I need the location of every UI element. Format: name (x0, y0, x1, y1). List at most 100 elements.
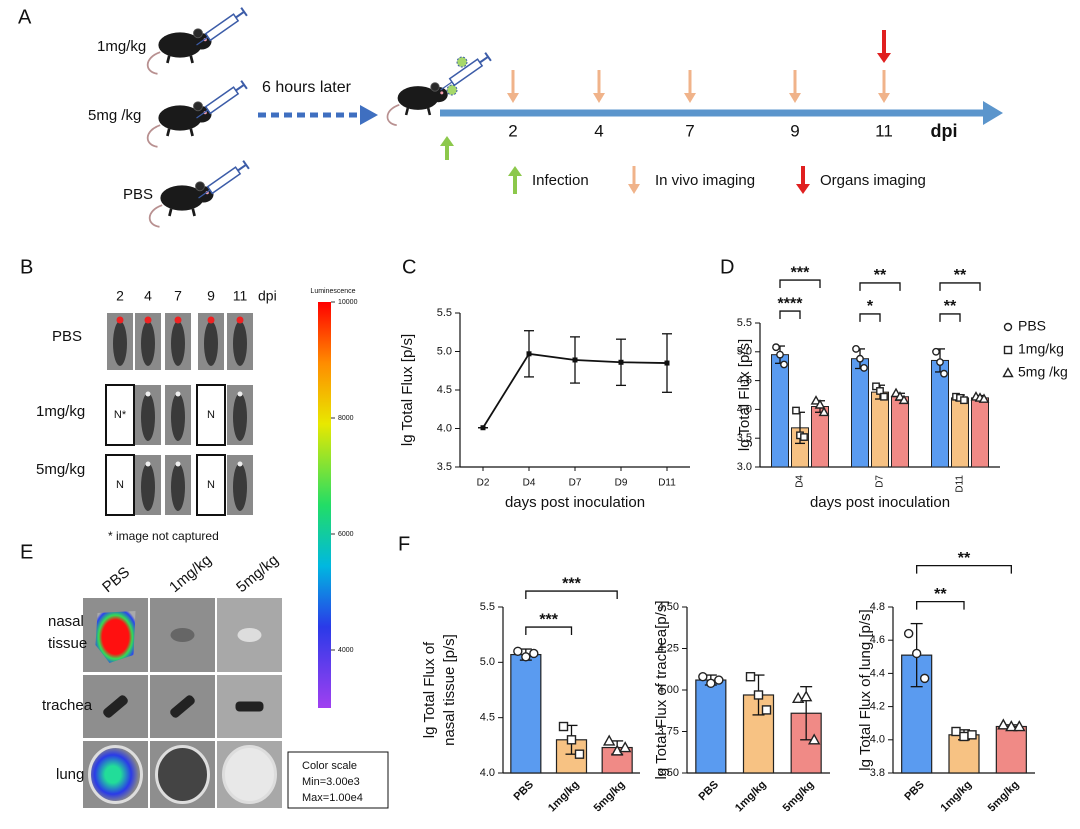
legend-label: In vivo imaging (655, 172, 755, 189)
data-point (792, 406, 800, 415)
syringe-end (240, 7, 248, 17)
column-label: PBS (99, 564, 133, 596)
mouse-body (158, 105, 202, 131)
missing-image (196, 454, 226, 516)
x-tick-label: PBS (512, 779, 536, 803)
legend-marker (1003, 322, 1013, 332)
row-label: tissue (48, 635, 87, 652)
data-point (610, 744, 624, 756)
mouse-leg (189, 128, 194, 137)
dose-label: 5mg /kg (88, 107, 141, 124)
significance-label: ** (958, 550, 971, 567)
organ (103, 695, 128, 718)
data-point (558, 721, 569, 732)
data-point (959, 731, 969, 742)
bar (995, 725, 1027, 774)
row-label: 5mg/kg (36, 461, 85, 478)
significance-label: *** (791, 264, 810, 281)
bar (948, 734, 980, 774)
y-tick-label: 4.00 (658, 684, 679, 696)
organ (88, 745, 143, 804)
syringe-needle (198, 189, 211, 199)
legend-label: 1mg/kg (1018, 341, 1064, 357)
mouse-leg (426, 107, 432, 116)
mouse-silhouette (141, 393, 155, 441)
mouse-silhouette (171, 321, 185, 366)
significance-label: ** (934, 586, 947, 603)
x-tick-label: D2 (477, 478, 490, 489)
significance-bracket (859, 282, 901, 291)
mouse-silhouette (171, 393, 185, 441)
arrow-head (877, 53, 891, 63)
data-point (706, 678, 716, 689)
signal-spot (144, 316, 152, 324)
column-label: 1mg/kg (166, 551, 215, 596)
data-point (911, 648, 922, 659)
data-point (880, 392, 888, 401)
colorbar-tick-label: 4000 (338, 647, 354, 654)
x-tick-label: D4 (795, 475, 806, 488)
syringe-needle (196, 36, 209, 46)
data-point (574, 749, 585, 759)
y-tick-label: 4.2 (870, 701, 885, 713)
x-tick-label: PBS (697, 779, 721, 803)
significance-label: ** (954, 267, 967, 284)
data-point (919, 673, 930, 684)
line-marker (618, 359, 624, 365)
data-point (807, 733, 821, 745)
legend-label: 5mg /kg (1018, 364, 1068, 380)
missing-image (105, 384, 135, 446)
y-tick-label: 4.5 (480, 712, 495, 724)
significance-label: * (867, 298, 874, 315)
data-point (818, 406, 830, 417)
scale-text: Color scale (302, 760, 357, 772)
syringe-barrel (204, 86, 240, 115)
panel-label: B (20, 256, 33, 278)
syringe-end (242, 160, 250, 170)
colorbar-tick-label: 6000 (338, 531, 354, 538)
mouse-body (397, 86, 439, 110)
mouse-silhouette (233, 321, 247, 366)
data-point (951, 726, 961, 737)
arrow-head (508, 166, 522, 176)
syringe-plunger (237, 163, 247, 172)
mouse-icon (148, 181, 214, 228)
virus (456, 56, 468, 68)
data-point (761, 705, 772, 715)
timeline-day: 11 (875, 121, 893, 140)
data-point (936, 358, 944, 367)
panel-label: F (398, 533, 410, 555)
scale-text: Min=3.00e3 (302, 776, 360, 788)
day-label: 4 (144, 288, 152, 304)
syringe-icon (198, 160, 250, 199)
x-tick-label: 5mg/kg (781, 779, 817, 815)
organ (170, 695, 195, 718)
data-point (932, 347, 940, 356)
mouse-icon (386, 82, 448, 127)
day-label: 11 (233, 288, 248, 304)
x-tick-label: D11 (658, 478, 676, 489)
arrow-head (593, 93, 605, 103)
x-tick-label: D4 (523, 478, 536, 489)
data-point (776, 350, 784, 359)
significance-bracket (916, 600, 965, 610)
legend-marker (1002, 367, 1014, 378)
bar (971, 397, 989, 468)
mouse-icon (146, 28, 212, 75)
dose-label: PBS (123, 186, 153, 203)
organ (235, 701, 264, 712)
organ (237, 628, 262, 642)
data-point (940, 369, 948, 378)
mouse-icon (146, 101, 212, 148)
signal-spot (145, 461, 151, 467)
y-tick-label: 3.50 (658, 767, 679, 779)
significance-label: ** (944, 298, 957, 315)
dose-label: 1mg/kg (97, 38, 146, 55)
mouse-leg (168, 208, 173, 217)
timeline-head (983, 101, 1003, 125)
y-tick-label: 4.4 (870, 667, 885, 679)
bar (871, 391, 889, 468)
timeline-day: 9 (790, 121, 799, 140)
mouse-silhouette (113, 321, 127, 366)
